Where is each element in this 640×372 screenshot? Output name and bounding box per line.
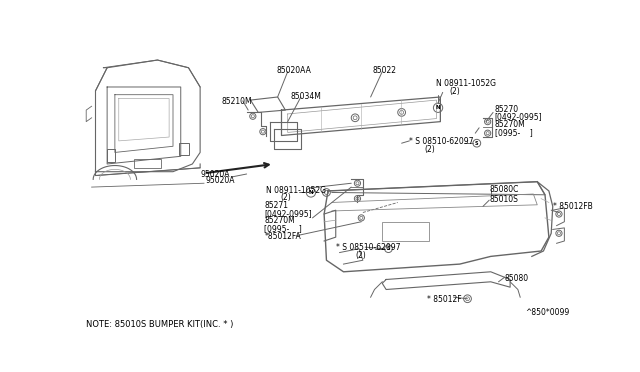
- Bar: [382, 222, 429, 241]
- Text: 85022: 85022: [373, 66, 397, 75]
- Bar: [107, 148, 115, 163]
- Text: [0995-    ]: [0995- ]: [495, 128, 532, 137]
- Text: S: S: [387, 246, 390, 251]
- Text: NOTE: 85010S BUMPER KIT(INC. * ): NOTE: 85010S BUMPER KIT(INC. * ): [86, 320, 234, 329]
- Text: 85080: 85080: [505, 274, 529, 283]
- Text: S: S: [475, 141, 479, 146]
- Text: ^850*0099: ^850*0099: [525, 308, 570, 317]
- Bar: [134, 158, 161, 168]
- Text: (2): (2): [424, 145, 435, 154]
- Text: (2): (2): [355, 251, 366, 260]
- Text: 85271: 85271: [264, 201, 289, 210]
- Text: *85012FA: *85012FA: [264, 232, 301, 241]
- Text: * 85012FB: * 85012FB: [553, 202, 593, 211]
- Text: [0995-    ]: [0995- ]: [264, 224, 302, 233]
- Text: 85270M: 85270M: [264, 217, 295, 225]
- Text: 95020A: 95020A: [205, 176, 235, 185]
- Text: N 08911-1052G: N 08911-1052G: [436, 79, 497, 88]
- Text: 85080C: 85080C: [489, 185, 518, 194]
- Text: N: N: [308, 190, 313, 195]
- Text: 85020AA: 85020AA: [276, 66, 311, 75]
- Text: N 08911-1052G: N 08911-1052G: [266, 186, 326, 195]
- Text: [0492-0995]: [0492-0995]: [495, 112, 542, 121]
- Text: (2): (2): [280, 193, 291, 202]
- Text: 85270: 85270: [495, 105, 519, 114]
- Bar: [179, 143, 189, 155]
- Text: * 85012F: * 85012F: [428, 295, 462, 304]
- Text: 85210M: 85210M: [222, 97, 252, 106]
- Text: N: N: [436, 105, 440, 110]
- Text: 95020A: 95020A: [200, 170, 230, 179]
- Text: [0492-0995]: [0492-0995]: [264, 209, 312, 218]
- Text: 85270M: 85270M: [495, 120, 525, 129]
- Text: 85010S: 85010S: [489, 195, 518, 204]
- Text: (2): (2): [449, 87, 460, 96]
- Text: 85034M: 85034M: [291, 92, 322, 102]
- Text: * S 08510-62097: * S 08510-62097: [410, 137, 474, 146]
- Text: * S 08510-62097: * S 08510-62097: [336, 243, 400, 252]
